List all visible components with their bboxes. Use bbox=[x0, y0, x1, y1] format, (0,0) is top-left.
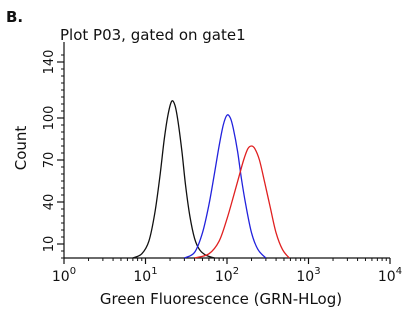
x-tick-label: 102 bbox=[215, 266, 239, 285]
y-tick-label: 140 bbox=[42, 50, 57, 75]
tick-marks bbox=[57, 54, 391, 264]
tick-labels: 100 101 102 103 104 10 40 70 100 140 bbox=[42, 50, 402, 285]
y-tick-label: 10 bbox=[42, 236, 57, 253]
series-group bbox=[132, 100, 290, 259]
chart-title: Plot P03, gated on gate1 bbox=[60, 26, 246, 44]
series-curve-2 bbox=[184, 114, 267, 259]
x-tick-label: 104 bbox=[378, 266, 402, 285]
y-tick-label: 70 bbox=[42, 152, 57, 169]
axes bbox=[63, 42, 390, 259]
y-tick-label: 40 bbox=[42, 194, 57, 211]
y-tick-label: 100 bbox=[42, 106, 57, 131]
y-axis-label: Count bbox=[12, 126, 30, 171]
x-tick-label: 101 bbox=[133, 266, 157, 285]
series-curve-3 bbox=[194, 145, 290, 259]
x-axis-label: Green Fluorescence (GRN-HLog) bbox=[100, 290, 342, 308]
x-tick-label: 100 bbox=[52, 266, 76, 285]
series-curve-1 bbox=[132, 100, 215, 259]
x-tick-label: 103 bbox=[296, 266, 320, 285]
panel-label: B. bbox=[6, 8, 23, 26]
